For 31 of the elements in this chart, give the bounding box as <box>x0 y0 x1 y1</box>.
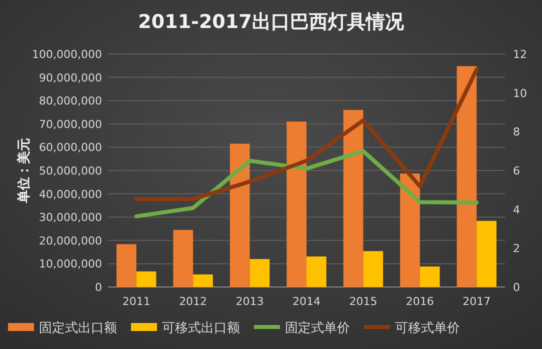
y-tick-label: 10,000,000 <box>39 258 102 271</box>
x-tick-label: 2017 <box>462 295 491 308</box>
y-tick-label: 30,000,000 <box>39 211 102 224</box>
y2-tick-label: 12 <box>513 48 527 61</box>
y-tick-label: 70,000,000 <box>39 118 102 131</box>
y-tick-label: 0 <box>95 281 102 294</box>
y-tick-label: 20,000,000 <box>39 234 102 248</box>
y2-tick-label: 8 <box>513 126 520 139</box>
x-tick-label: 2015 <box>349 295 378 308</box>
y2-tick-label: 0 <box>513 281 520 294</box>
y-tick-label: 60,000,000 <box>39 141 102 154</box>
y2-tick-label: 2 <box>513 242 520 256</box>
x-tick-label: 2012 <box>179 295 208 308</box>
y-tick-label: 80,000,000 <box>39 94 102 108</box>
legend-label: 固定式单价 <box>285 321 350 336</box>
x-tick-label: 2014 <box>292 295 320 308</box>
y-tick-label: 50,000,000 <box>39 164 102 178</box>
y-tick-label: 100,000,000 <box>32 48 102 61</box>
legend-label: 固定式出口额 <box>39 321 117 336</box>
y2-tick-label: 10 <box>513 86 527 100</box>
legend-label: 可移式单价 <box>395 321 460 336</box>
y-axis-title: 单位：美元 <box>16 138 32 204</box>
x-tick-label: 2011 <box>122 295 150 308</box>
x-tick-label: 2016 <box>406 295 434 308</box>
y2-tick-label: 4 <box>513 203 520 216</box>
chart-title: 2011-2017出口巴西灯具情况 <box>138 11 405 33</box>
y-tick-label: 40,000,000 <box>39 188 102 201</box>
y2-tick-label: 6 <box>513 164 520 178</box>
x-tick-label: 2013 <box>236 295 264 308</box>
legend-label: 可移式出口额 <box>162 321 240 336</box>
y-tick-label: 90,000,000 <box>39 71 102 84</box>
